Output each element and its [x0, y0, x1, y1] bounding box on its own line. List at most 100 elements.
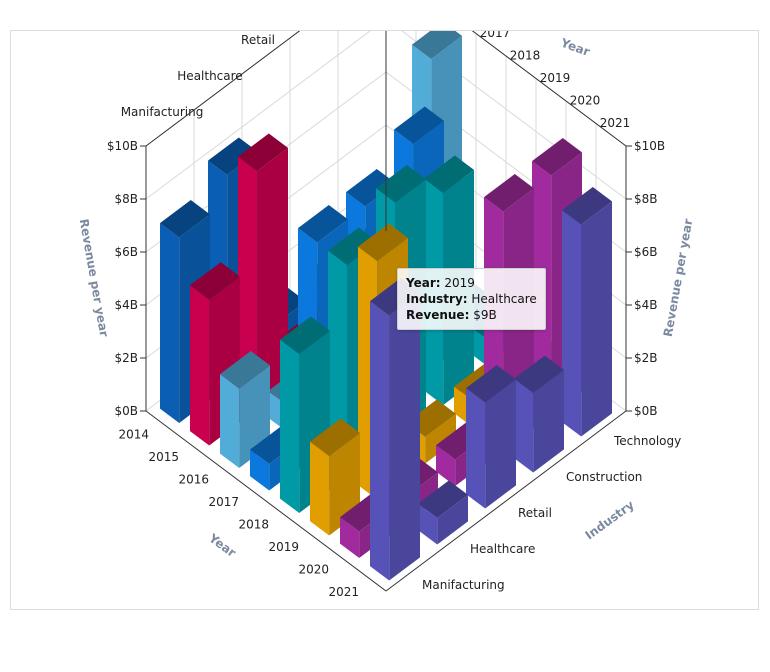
bar-face-top: [160, 200, 210, 238]
bar-2021-manifacturing: [370, 278, 420, 581]
bar-face-right: [437, 494, 468, 545]
y-tick-label-left: $10B: [107, 139, 138, 153]
y-tick-label-right: $4B: [634, 298, 658, 312]
bar-face-left: [436, 445, 456, 486]
bar-face-top: [310, 418, 360, 456]
chart-container: $0B $0B $2B $2B $4B $4B $6B $6B $8B $8B $10B $10B 20…: [10, 30, 759, 610]
bar-face-top: [532, 138, 582, 176]
x-axis-title-front: Year: [205, 531, 238, 560]
y-tick-label-left: $0B: [114, 404, 138, 418]
z-tick-label-front: Retail: [518, 506, 552, 520]
z-tick-label-back: Healthcare: [177, 69, 242, 83]
tooltip-industry-label: Industry:: [406, 292, 468, 306]
tooltip-industry-value: Healthcare: [471, 292, 537, 306]
bar-face-left: [310, 441, 330, 536]
z-tick-label-front: Manifacturing: [422, 578, 505, 592]
bar-2021-construction: [514, 355, 564, 473]
x-tick-label-front: 2018: [238, 517, 269, 531]
x-tick-label-back: 2018: [510, 48, 541, 62]
axes: [140, 31, 632, 592]
z-axis-line: [385, 410, 627, 592]
bar-face-left: [190, 285, 210, 446]
bar-2021-healthcare: [418, 480, 468, 545]
top-axis-line: [145, 31, 627, 147]
bar-face-top: [466, 365, 516, 403]
x-tick-label-front: 2015: [148, 450, 179, 464]
bar-face-left: [220, 374, 240, 468]
bar-face-top: [376, 165, 426, 203]
bar-face-top: [280, 316, 330, 354]
bar-face-top: [514, 355, 564, 393]
bar-face-top: [298, 205, 348, 243]
y-tick-label-left: $4B: [114, 298, 138, 312]
z-tick-label-front: Construction: [566, 470, 642, 484]
tooltip-year-label: Year:: [406, 276, 441, 290]
bar-face-top: [412, 31, 462, 59]
x-tick-label-front: 2020: [298, 562, 329, 576]
tooltip: Year: 2019 Industry: Healthcare Revenue:…: [397, 268, 546, 330]
bar-face-top: [358, 223, 408, 261]
bar-face-left: [418, 503, 438, 545]
x-tick-label-front: 2014: [118, 427, 149, 441]
x-tick-label-front: 2016: [178, 472, 209, 486]
y-tick-label-right: $8B: [634, 192, 658, 206]
bar-face-top: [208, 137, 258, 175]
y-axis-title-left: Revenue per year: [77, 218, 112, 338]
bar-face-top: [220, 351, 270, 389]
bar-face-left: [562, 210, 582, 437]
bar-face-top: [484, 174, 534, 212]
bar-face-top: [562, 187, 612, 225]
y-axis-title-right: Revenue per year: [661, 218, 696, 338]
bar-2021-retail: [466, 365, 516, 509]
bar-face-right: [485, 379, 516, 509]
z-tick-label-back: Retail: [241, 33, 275, 47]
y-tick-label-right: $10B: [634, 139, 665, 153]
bar-face-top: [328, 227, 378, 265]
x-tick-label-front: 2017: [208, 495, 239, 509]
y-tick-label-right: $2B: [634, 351, 658, 365]
bar-face-top: [190, 262, 240, 300]
y-tick-label-right: $0B: [634, 404, 658, 418]
bar-face-top: [418, 480, 468, 518]
z-tick-label-front: Technology: [613, 434, 681, 448]
x-tick-label-back: 2017: [480, 31, 511, 40]
y-tick-label-left: $2B: [114, 351, 138, 365]
chart-3d-column: $0B $0B$2B $2B$4B $4B$6B $6B$8B $8B$10B $10B20…: [77, 31, 696, 599]
tooltip-year-value: 2019: [444, 276, 475, 290]
bar-face-top: [346, 169, 396, 207]
tooltip-revenue-value: $9B: [473, 308, 497, 322]
bar-face-right: [533, 369, 564, 473]
y-tick-label-left: $6B: [114, 245, 138, 259]
x-axis-title-back: Year: [558, 35, 592, 59]
bar-2021-technology: [562, 187, 612, 437]
x-tick-label-front: 2019: [268, 540, 299, 554]
bar-face-left: [250, 449, 270, 491]
bar-face-top: [394, 106, 444, 144]
z-tick-label-front: Healthcare: [470, 542, 535, 556]
bar-2016-manifacturing: [220, 351, 270, 468]
z-axis-title-front: Industry: [583, 498, 637, 543]
y-tick-label-left: $8B: [114, 192, 138, 206]
bar-face-left: [370, 301, 390, 581]
bar-face-top: [424, 155, 474, 193]
axis-labels: $0B $0B$2B $2B$4B $4B$6B $6B$8B $8B$10B $10B20…: [77, 31, 696, 599]
y-tick-label-right: $6B: [634, 245, 658, 259]
bar-face-left: [340, 517, 360, 558]
x-tick-label-back: 2020: [570, 93, 601, 107]
bar-face-left: [280, 339, 300, 513]
x-tick-label-back: 2021: [600, 116, 631, 130]
bar-face-right: [581, 201, 612, 437]
tooltip-revenue-label: Revenue:: [406, 308, 470, 322]
x-tick-label-back: 2019: [540, 71, 571, 85]
bar-face-left: [514, 378, 534, 473]
bar-face-left: [466, 388, 486, 509]
x-axis-line: [145, 410, 387, 592]
bar-face-top: [238, 133, 288, 171]
z-tick-label-back: Manifacturing: [121, 105, 204, 119]
bar-face-left: [238, 156, 258, 410]
x-tick-label-front: 2021: [328, 585, 359, 599]
bar-face-right: [425, 413, 456, 464]
gridline-h: [145, 31, 627, 200]
bar-face-right: [389, 292, 420, 581]
bar-face-left: [160, 223, 180, 423]
